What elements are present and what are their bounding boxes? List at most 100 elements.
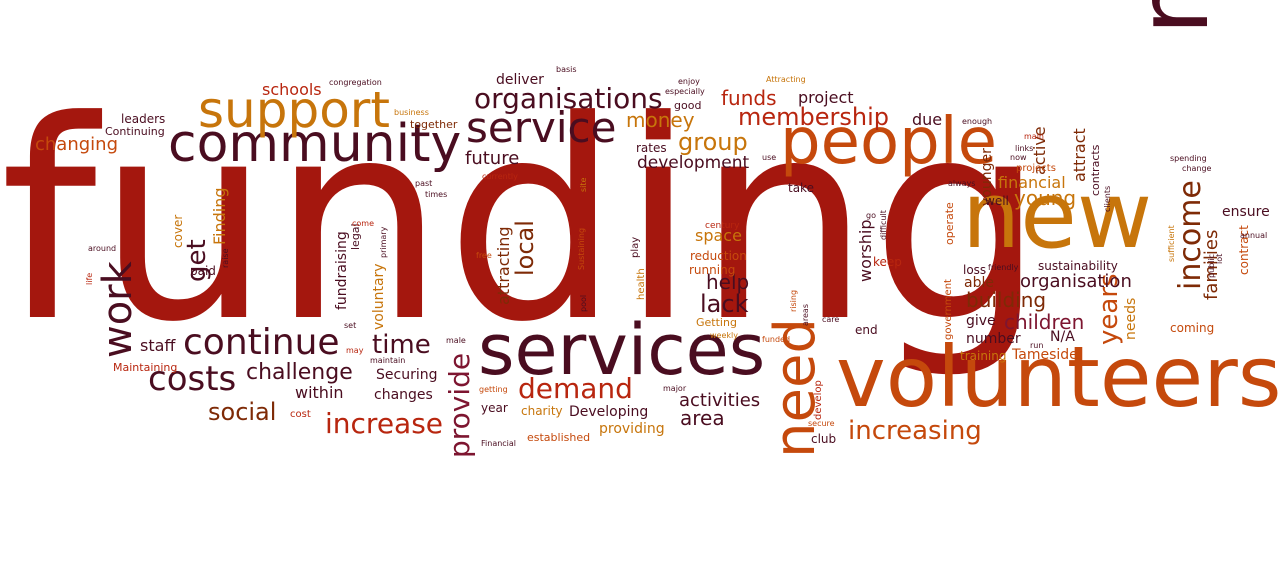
- cloud-word: running: [689, 263, 736, 277]
- cloud-word: project: [798, 88, 854, 107]
- cloud-word: able: [964, 275, 994, 291]
- cloud-word: change: [1182, 164, 1212, 173]
- cloud-word: Sustaining: [577, 227, 586, 270]
- cloud-word: good: [674, 99, 702, 112]
- cloud-word: enough: [962, 117, 993, 126]
- cloud-word: development: [637, 153, 750, 173]
- cloud-word: business: [394, 108, 429, 117]
- cloud-word: costs: [148, 359, 237, 399]
- cloud-word: play: [630, 236, 641, 258]
- cloud-word: sustainability: [1038, 259, 1118, 273]
- cloud-word: spending: [1170, 154, 1207, 163]
- cloud-word: take: [788, 181, 814, 195]
- cloud-word: may: [346, 346, 364, 355]
- cloud-word: changing: [35, 134, 119, 155]
- cloud-word: charity: [521, 404, 563, 418]
- cloud-word: Getting: [696, 316, 737, 329]
- cloud-word: getting: [479, 385, 508, 394]
- cloud-word: funding: [0, 62, 1046, 382]
- cloud-word: reduction: [690, 249, 747, 263]
- cloud-word: give: [966, 313, 996, 329]
- cloud-word: century: [705, 221, 740, 231]
- cloud-word: pool: [579, 294, 588, 312]
- cloud-word: paid: [190, 264, 216, 278]
- cloud-word: staff: [140, 336, 176, 355]
- cloud-word: new: [962, 162, 1153, 269]
- cloud-word: worship: [856, 219, 875, 282]
- cloud-word: organisations: [474, 82, 663, 115]
- cloud-word: weekly: [710, 331, 738, 340]
- cloud-word: challenge: [246, 360, 353, 385]
- cloud-word: now: [1010, 153, 1027, 162]
- cloud-word: coming: [1170, 321, 1215, 335]
- cloud-word: Maintaining: [113, 361, 178, 374]
- cloud-word: support: [198, 81, 390, 139]
- cloud-word: always: [948, 179, 976, 188]
- cloud-word: membership: [738, 103, 890, 131]
- cloud-word: past: [415, 179, 433, 188]
- cloud-word: club: [811, 432, 837, 446]
- cloud-word: links: [1015, 144, 1034, 153]
- cloud-word: use: [762, 153, 777, 162]
- cloud-word: Tameside: [1012, 347, 1078, 363]
- cloud-word: site: [579, 177, 588, 192]
- cloud-word: Continuing: [105, 125, 165, 138]
- cloud-word: group: [678, 128, 748, 156]
- cloud-word: time: [372, 330, 431, 360]
- cloud-word: service: [466, 103, 617, 152]
- cloud-word: congregation: [329, 78, 382, 87]
- cloud-word: operate: [943, 202, 956, 245]
- cloud-word: keep: [873, 255, 902, 269]
- cloud-word: year: [481, 401, 508, 415]
- cloud-word: government: [943, 279, 954, 340]
- cloud-word: around: [88, 244, 117, 253]
- cloud-word: due: [912, 110, 943, 129]
- cloud-word: children: [1004, 310, 1085, 334]
- cloud-word: financial: [998, 173, 1066, 192]
- cloud-word: volunteers: [836, 328, 1280, 426]
- cloud-word: voluntary: [371, 263, 387, 330]
- cloud-word: go: [866, 211, 876, 220]
- cloud-word: young: [1014, 186, 1077, 210]
- cloud-word: people: [780, 105, 997, 179]
- cloud-word: cost: [290, 409, 311, 420]
- cloud-word: raise: [221, 248, 230, 268]
- cloud-word: Financial: [481, 439, 517, 448]
- cloud-word: ensure: [1222, 204, 1270, 220]
- cloud-word: primary: [379, 226, 388, 258]
- cloud-word: enjoy: [678, 77, 700, 86]
- cloud-word: sufficient: [1167, 225, 1176, 262]
- cloud-word: deliver: [496, 72, 544, 88]
- cloud-word: develop: [813, 380, 824, 420]
- cloud-word: services: [478, 309, 766, 391]
- cloud-word: area: [680, 406, 725, 430]
- cloud-word: times: [425, 190, 448, 199]
- cloud-word: difficult: [879, 210, 888, 240]
- cloud-word: continue: [183, 322, 340, 363]
- cloud-word: care: [822, 315, 840, 324]
- cloud-word: rates: [636, 141, 667, 155]
- cloud-word: secure: [808, 419, 835, 428]
- cloud-word: schools: [262, 80, 322, 99]
- cloud-word: N/A: [1050, 329, 1075, 345]
- cloud-word: set: [344, 321, 357, 330]
- cloud-word: number: [966, 331, 1021, 347]
- cloud-word: health: [636, 268, 647, 300]
- cloud-word: funded: [762, 335, 791, 344]
- cloud-word: work: [95, 261, 141, 358]
- cloud-word: lot: [1215, 253, 1224, 264]
- cloud-word: annual: [1240, 231, 1268, 240]
- cloud-word: space: [695, 226, 742, 245]
- cloud-word: loss: [963, 263, 987, 277]
- cloud-word: needs: [1123, 297, 1139, 340]
- cloud-word: areas: [801, 303, 810, 326]
- cloud-word: increase: [325, 407, 444, 440]
- cloud-word: end: [855, 323, 878, 337]
- cloud-word: contracts: [1089, 144, 1102, 196]
- cloud-word: increasing: [848, 416, 982, 446]
- cloud-word: especially: [665, 87, 705, 96]
- cloud-word: within: [295, 383, 344, 402]
- cloud-word: organisation: [1020, 271, 1132, 292]
- cloud-word: Finding: [210, 187, 229, 245]
